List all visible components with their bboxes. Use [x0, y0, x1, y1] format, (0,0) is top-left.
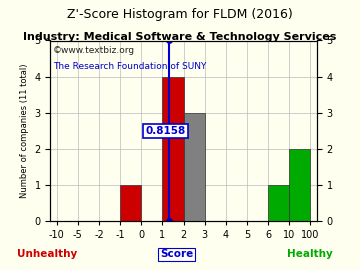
Text: Healthy: Healthy — [287, 249, 333, 259]
Text: Unhealthy: Unhealthy — [17, 249, 77, 259]
Text: Score: Score — [160, 249, 193, 259]
Text: 0.8158: 0.8158 — [145, 126, 186, 136]
Text: ©www.textbiz.org: ©www.textbiz.org — [53, 46, 135, 55]
Bar — [120, 185, 141, 221]
Bar — [184, 113, 205, 221]
Text: The Research Foundation of SUNY: The Research Foundation of SUNY — [53, 62, 206, 71]
Bar — [268, 185, 289, 221]
Bar — [162, 77, 184, 221]
Text: Industry: Medical Software & Technology Services: Industry: Medical Software & Technology … — [23, 32, 337, 42]
Bar — [289, 149, 310, 221]
Text: Z'-Score Histogram for FLDM (2016): Z'-Score Histogram for FLDM (2016) — [67, 8, 293, 21]
Y-axis label: Number of companies (11 total): Number of companies (11 total) — [20, 64, 29, 198]
